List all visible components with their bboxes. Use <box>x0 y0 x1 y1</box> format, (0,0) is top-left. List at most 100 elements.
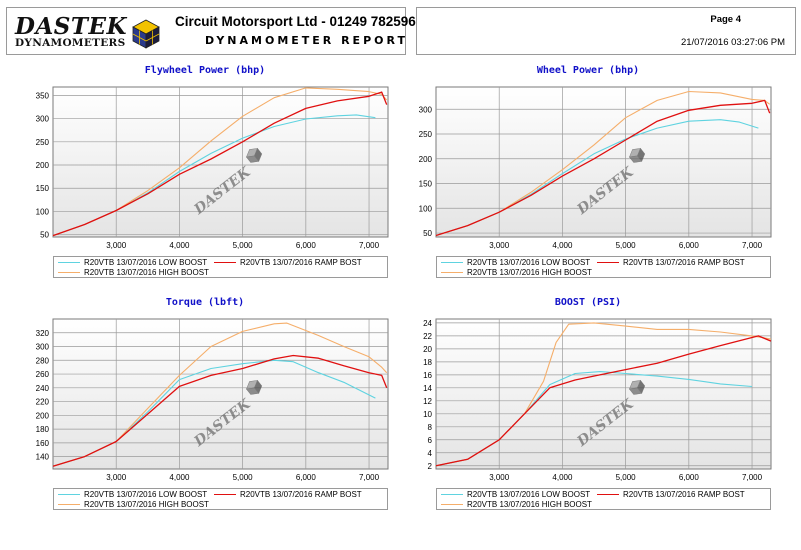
wheel-power-legend: R20VTB 13/07/2016 LOW BOOST R20VTB 13/07/… <box>436 256 771 278</box>
y-tick-label: 16 <box>423 371 432 380</box>
legend-label: R20VTB 13/07/2016 RAMP BOST <box>240 490 362 499</box>
y-tick-label: 180 <box>36 425 50 434</box>
y-tick-label: 100 <box>419 204 433 213</box>
legend-item-ramp: R20VTB 13/07/2016 RAMP BOST <box>214 490 362 499</box>
legend-swatch <box>441 262 463 263</box>
legend-swatch <box>58 262 80 263</box>
flywheel-power-chart: Flywheel Power (bhp) 50 100 150 200 250 300 350… <box>10 65 400 300</box>
x-tick-label: 4,000 <box>552 241 573 250</box>
flywheel-power-chart-title: Flywheel Power (bhp) <box>144 65 266 76</box>
flywheel-power-plot: 50 100 150 200 250 300 350 3,000 4,000 5,000 6,000… <box>36 86 389 250</box>
x-tick-label: 5,000 <box>616 473 637 482</box>
report-header-left: DASTEK DYNAMOMETERS Circuit Motorsport L… <box>6 7 416 55</box>
y-tick-label: 18 <box>423 358 432 367</box>
y-tick-label: 250 <box>36 138 50 147</box>
y-tick-label: 4 <box>428 449 433 458</box>
legend-label: R20VTB 13/07/2016 LOW BOOST <box>467 258 591 267</box>
boost-legend: R20VTB 13/07/2016 LOW BOOST R20VTB 13/07/… <box>436 488 771 510</box>
y-tick-label: 50 <box>40 231 49 240</box>
torque-plot: 140 160 180 200 220 240 260 280 300 320 3,000 4,000… <box>36 318 389 482</box>
y-tick-label: 100 <box>36 207 50 216</box>
dastek-logo: DASTEK DYNAMOMETERS <box>13 13 163 51</box>
legend-swatch <box>597 262 619 263</box>
y-tick-label: 14 <box>423 384 432 393</box>
x-tick-label: 4,000 <box>552 473 573 482</box>
x-tick-label: 6,000 <box>296 473 317 482</box>
wheel-power-plot: 50 100 150 200 250 300 3,000 4,000 5,000 6,000 7,0… <box>419 86 772 250</box>
legend-label: R20VTB 13/07/2016 LOW BOOST <box>84 258 208 267</box>
boost-chart: BOOST (PSI) 2 4 6 8 10 12 14 16 18 20 22 24 3,000 4,00… <box>393 297 783 532</box>
x-tick-label: 4,000 <box>169 473 190 482</box>
legend-swatch <box>58 272 80 273</box>
plot-background <box>435 86 772 238</box>
y-tick-label: 220 <box>36 398 50 407</box>
x-tick-label: 3,000 <box>489 241 510 250</box>
y-tick-label: 300 <box>36 115 50 124</box>
legend-label: R20VTB 13/07/2016 LOW BOOST <box>84 490 208 499</box>
legend-swatch <box>58 494 80 495</box>
y-tick-label: 140 <box>36 453 50 462</box>
logo-cube-icon <box>132 19 160 49</box>
legend-label: R20VTB 13/07/2016 RAMP BOST <box>240 258 362 267</box>
y-tick-label: 150 <box>419 180 433 189</box>
y-tick-label: 260 <box>36 370 50 379</box>
x-tick-label: 7,000 <box>359 241 380 250</box>
legend-label: R20VTB 13/07/2016 RAMP BOST <box>623 258 745 267</box>
x-tick-label: 7,000 <box>359 473 380 482</box>
legend-swatch <box>214 494 236 495</box>
y-tick-label: 300 <box>36 343 50 352</box>
y-tick-label: 250 <box>419 130 433 139</box>
series-line-high <box>52 322 388 467</box>
watermark-cube-icon <box>628 147 646 163</box>
x-tick-label: 6,000 <box>679 473 700 482</box>
legend-item-ramp: R20VTB 13/07/2016 RAMP BOST <box>214 258 362 267</box>
logo-wordmark: DASTEK <box>15 13 128 40</box>
report-timestamp: 21/07/2016 03:27:06 PM <box>680 37 785 48</box>
y-tick-label: 22 <box>423 332 432 341</box>
logo-subtitle: DYNAMOMETERS <box>15 37 126 49</box>
x-tick-label: 3,000 <box>106 473 127 482</box>
y-tick-label: 50 <box>423 229 432 238</box>
x-tick-label: 5,000 <box>233 473 254 482</box>
boost-chart-title: BOOST (PSI) <box>554 297 622 308</box>
legend-swatch <box>58 504 80 505</box>
report-header-right: Page 4 21/07/2016 03:27:06 PM <box>416 7 796 55</box>
y-tick-label: 160 <box>36 439 50 448</box>
y-tick-label: 10 <box>423 410 432 419</box>
watermark-cube-icon <box>245 147 263 163</box>
y-tick-label: 6 <box>428 436 433 445</box>
legend-label: R20VTB 13/07/2016 HIGH BOOST <box>84 268 209 277</box>
plot-background <box>435 318 772 470</box>
x-tick-label: 5,000 <box>233 241 254 250</box>
legend-item-high: R20VTB 13/07/2016 HIGH BOOST <box>441 268 592 277</box>
legend-swatch <box>441 272 463 273</box>
legend-label: R20VTB 13/07/2016 HIGH BOOST <box>84 500 209 509</box>
torque-legend: R20VTB 13/07/2016 LOW BOOST R20VTB 13/07/… <box>53 488 388 510</box>
legend-item-low: R20VTB 13/07/2016 LOW BOOST <box>58 258 207 267</box>
y-tick-label: 200 <box>419 155 433 164</box>
legend-swatch <box>441 494 463 495</box>
x-tick-label: 6,000 <box>679 241 700 250</box>
y-tick-label: 200 <box>36 411 50 420</box>
x-tick-label: 6,000 <box>296 241 317 250</box>
y-tick-label: 8 <box>428 423 433 432</box>
legend-item-ramp: R20VTB 13/07/2016 RAMP BOST <box>597 490 745 499</box>
legend-label: R20VTB 13/07/2016 LOW BOOST <box>467 490 591 499</box>
legend-item-ramp: R20VTB 13/07/2016 RAMP BOST <box>597 258 745 267</box>
plot-background <box>52 86 389 238</box>
x-tick-label: 7,000 <box>742 241 763 250</box>
y-tick-label: 2 <box>428 462 433 471</box>
torque-chart: Torque (lbft) 140 160 180 200 220 240 260 280 300… <box>10 297 400 532</box>
legend-item-low: R20VTB 13/07/2016 LOW BOOST <box>58 490 207 499</box>
y-tick-label: 300 <box>419 105 433 114</box>
page-number: Page 4 <box>710 14 741 25</box>
legend-item-high: R20VTB 13/07/2016 HIGH BOOST <box>58 500 209 509</box>
legend-label: R20VTB 13/07/2016 HIGH BOOST <box>467 500 592 509</box>
y-tick-label: 20 <box>423 345 432 354</box>
y-tick-label: 280 <box>36 356 50 365</box>
legend-item-high: R20VTB 13/07/2016 HIGH BOOST <box>58 268 209 277</box>
wheel-power-chart: Wheel Power (bhp) 50 100 150 200 250 300 3,000 4… <box>393 65 783 300</box>
legend-item-low: R20VTB 13/07/2016 LOW BOOST <box>441 258 590 267</box>
plot-background <box>52 318 389 470</box>
